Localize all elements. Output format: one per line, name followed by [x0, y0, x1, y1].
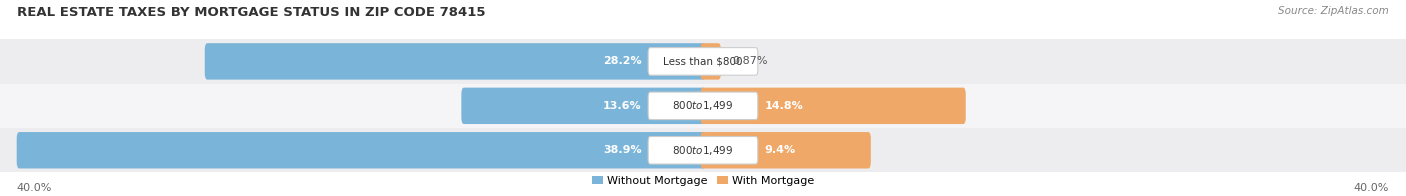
- FancyBboxPatch shape: [17, 132, 706, 169]
- Text: $800 to $1,499: $800 to $1,499: [672, 99, 734, 112]
- FancyBboxPatch shape: [0, 128, 1406, 172]
- Text: Source: ZipAtlas.com: Source: ZipAtlas.com: [1278, 6, 1389, 16]
- Text: $800 to $1,499: $800 to $1,499: [672, 144, 734, 157]
- Text: 9.4%: 9.4%: [765, 145, 796, 155]
- FancyBboxPatch shape: [648, 92, 758, 120]
- Text: Less than $800: Less than $800: [664, 56, 742, 66]
- Text: 40.0%: 40.0%: [17, 183, 52, 193]
- Text: 14.8%: 14.8%: [765, 101, 803, 111]
- FancyBboxPatch shape: [700, 88, 966, 124]
- Text: 0.87%: 0.87%: [733, 56, 768, 66]
- FancyBboxPatch shape: [700, 43, 721, 80]
- Text: 28.2%: 28.2%: [603, 56, 641, 66]
- Legend: Without Mortgage, With Mortgage: Without Mortgage, With Mortgage: [588, 172, 818, 191]
- FancyBboxPatch shape: [0, 84, 1406, 128]
- Text: 40.0%: 40.0%: [1354, 183, 1389, 193]
- FancyBboxPatch shape: [0, 39, 1406, 84]
- Text: 13.6%: 13.6%: [603, 101, 641, 111]
- FancyBboxPatch shape: [648, 136, 758, 164]
- FancyBboxPatch shape: [461, 88, 706, 124]
- FancyBboxPatch shape: [648, 48, 758, 75]
- Text: 38.9%: 38.9%: [603, 145, 641, 155]
- FancyBboxPatch shape: [700, 132, 870, 169]
- FancyBboxPatch shape: [205, 43, 706, 80]
- Text: REAL ESTATE TAXES BY MORTGAGE STATUS IN ZIP CODE 78415: REAL ESTATE TAXES BY MORTGAGE STATUS IN …: [17, 6, 485, 19]
